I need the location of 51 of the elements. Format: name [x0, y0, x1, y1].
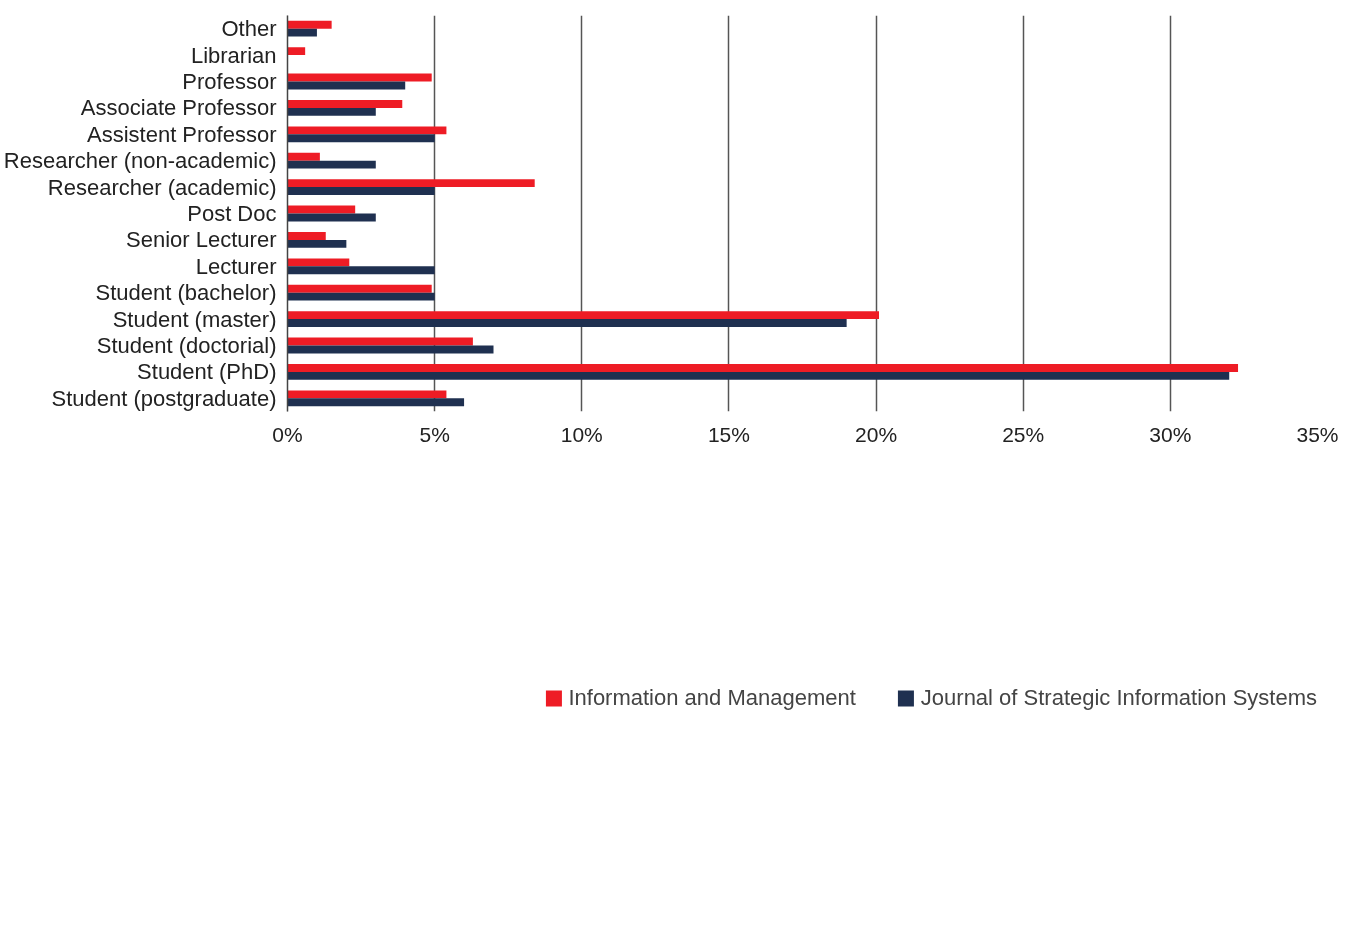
bar [287, 337, 473, 346]
x-tick-label: 15% [707, 422, 750, 446]
x-tick-label: 0% [272, 422, 303, 446]
y-tick-label: Student (master) [112, 306, 277, 332]
legend-label: Information and Management [568, 685, 856, 711]
bar [287, 160, 376, 169]
y-tick-label: Assistent Professor [86, 121, 277, 147]
y-tick-label: Librarian [190, 42, 277, 68]
y-tick-label: Student (doctorial) [96, 333, 277, 358]
bar [287, 107, 376, 116]
y-tick-label: Lecturer [195, 253, 277, 279]
bar [287, 187, 435, 196]
bar [287, 371, 1230, 380]
bar [287, 126, 447, 135]
y-tick-label: Researcher (academic) [47, 174, 277, 200]
bar [287, 284, 432, 293]
bar [287, 363, 1239, 372]
bar [287, 134, 435, 143]
bar [287, 319, 847, 328]
y-tick-label: Associate Professor [80, 95, 277, 121]
bar [287, 47, 306, 56]
bar [287, 390, 447, 399]
bar [287, 179, 535, 188]
x-tick-label: 30% [1149, 422, 1192, 446]
bar [287, 311, 880, 320]
bar [287, 28, 317, 37]
y-tick-label: Student (bachelor) [95, 280, 277, 306]
y-tick-label: Other [221, 16, 277, 42]
bar [287, 292, 435, 301]
bar [287, 231, 326, 240]
bar [287, 266, 435, 275]
bar [287, 73, 432, 82]
y-tick-label: Post Doc [187, 201, 277, 226]
bar [287, 239, 347, 248]
x-tick-label: 25% [1002, 422, 1045, 446]
bar [287, 205, 356, 214]
x-tick-label: 20% [855, 422, 898, 446]
y-tick-label: Senior Lecturer [126, 227, 277, 253]
x-tick-label: 35% [1296, 422, 1339, 446]
legend-label: Journal of Strategic Information Systems [920, 685, 1317, 711]
y-tick-label: Researcher (non-academic) [3, 148, 277, 174]
y-tick-label: Student (PhD) [137, 359, 277, 385]
bar [287, 258, 350, 267]
bar [287, 152, 320, 161]
x-tick-label: 5% [419, 422, 450, 446]
y-tick-label: Student (postgraduate) [51, 385, 277, 411]
bar [287, 20, 332, 29]
bar [287, 398, 465, 407]
y-tick-label: Professor [182, 69, 277, 94]
bar [287, 99, 403, 108]
x-tick-label: 10% [560, 422, 603, 446]
